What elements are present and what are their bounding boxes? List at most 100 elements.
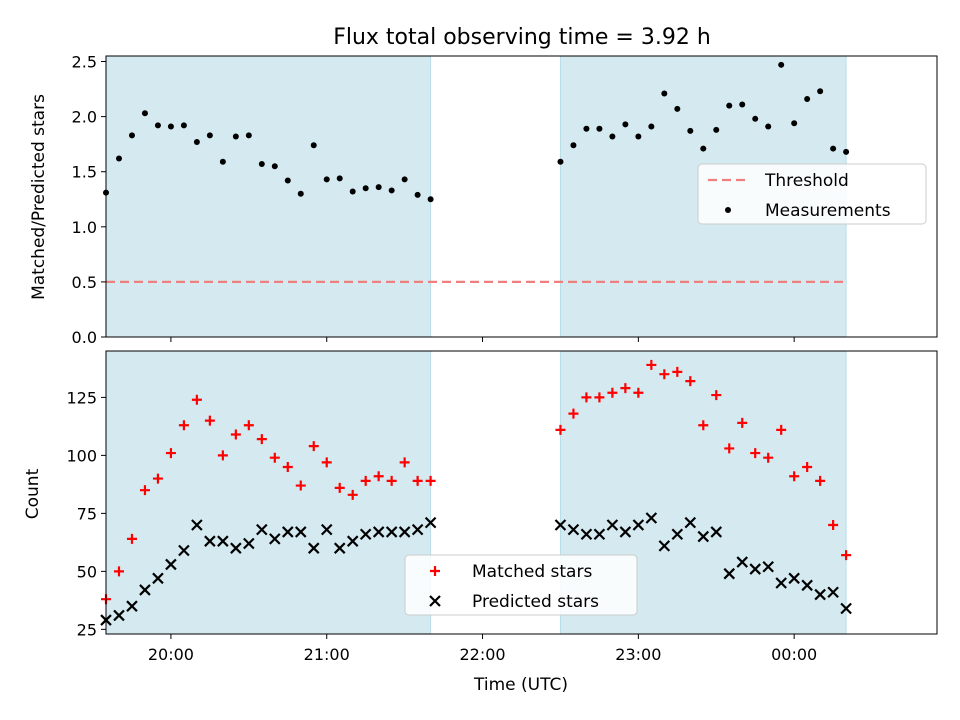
- measurement-point: [778, 61, 785, 68]
- predicted-star-point: [346, 535, 359, 547]
- y-tick-label: 2.0: [72, 108, 97, 127]
- matched-star-point: [373, 471, 384, 482]
- legend-label: Measurements: [765, 201, 891, 221]
- predicted-star-point: [152, 572, 164, 585]
- measurement-point: [700, 145, 707, 152]
- y-tick-label: 0.0: [72, 328, 97, 347]
- predicted-star-point: [554, 519, 567, 531]
- predicted-star-point: [736, 556, 749, 568]
- predicted-star-point: [424, 516, 437, 529]
- matched-star-point: [217, 450, 228, 461]
- measurement-point: [323, 176, 330, 183]
- legend-predicted-swatch: [429, 595, 441, 607]
- predicted-star-point: [827, 586, 839, 599]
- measurement-point: [310, 142, 317, 149]
- matched-star-point: [282, 461, 293, 472]
- measurement-point: [843, 148, 850, 155]
- measurement-point: [635, 133, 642, 140]
- measurement-point: [401, 176, 408, 183]
- predicted-star-point: [762, 560, 774, 573]
- x-tick-label: 20:00: [148, 645, 194, 664]
- predicted-star-point: [632, 519, 645, 531]
- legend-box: [697, 163, 927, 225]
- matched-star-point: [412, 475, 423, 486]
- chart-title: Flux total observing time = 3.92 h: [333, 25, 711, 50]
- y-tick-label: 1.0: [72, 218, 97, 237]
- matched-star-point: [334, 482, 345, 493]
- predicted-star-point: [749, 563, 761, 575]
- legend-matched-swatch: [430, 566, 440, 576]
- matched-star-point: [295, 480, 306, 491]
- matched-star-point: [321, 457, 332, 468]
- matched-star-point: [776, 424, 787, 435]
- measurement-point: [817, 88, 824, 95]
- legend-label: Predicted stars: [472, 592, 599, 612]
- measurement-point: [297, 190, 304, 197]
- x-tick-label: 23:00: [615, 645, 661, 664]
- matched-star-point: [698, 420, 709, 431]
- matched-star-point: [308, 441, 319, 452]
- measurement-point: [336, 175, 343, 182]
- predicted-star-point: [619, 526, 632, 538]
- matched-star-point: [386, 475, 397, 486]
- measurement-point: [245, 132, 252, 139]
- measurement-point: [115, 155, 122, 162]
- measurement-point: [232, 133, 239, 140]
- matched-star-point: [737, 417, 748, 428]
- predicted-star-point: [775, 577, 787, 589]
- measurement-point: [219, 158, 226, 165]
- predicted-star-point: [178, 544, 190, 557]
- predicted-star-point: [645, 512, 658, 524]
- bottom-panel-counts: 25 50 75 100 125 20:00 21:00 22:00 23:00 00:00 Mat…: [66, 350, 938, 664]
- matched-star-point: [594, 392, 605, 403]
- predicted-star-point: [359, 528, 372, 541]
- predicted-star-point: [282, 526, 294, 538]
- matched-star-point: [711, 390, 722, 401]
- measurement-point: [258, 160, 265, 167]
- measurement-point: [427, 196, 434, 203]
- measurement-point: [271, 163, 278, 170]
- predicted-star-point: [191, 519, 203, 531]
- predicted-star-point: [840, 602, 852, 615]
- measurement-point: [830, 145, 837, 152]
- matched-star-point: [841, 550, 852, 561]
- predicted-star-point: [385, 526, 398, 538]
- predicted-star-point: [788, 572, 800, 585]
- legend-box: [404, 554, 638, 616]
- predicted-star-point: [580, 528, 593, 541]
- matched-star-point: [581, 392, 592, 403]
- predicted-star-point: [230, 542, 242, 554]
- measurement-point: [661, 90, 668, 97]
- matched-star-point: [568, 408, 579, 419]
- y-tick-label: 0.5: [72, 273, 97, 292]
- measurement-point: [622, 121, 629, 128]
- predicted-star-point: [165, 558, 177, 571]
- predicted-star-point: [723, 567, 736, 580]
- measurement-point: [128, 132, 135, 139]
- matched-star-point: [230, 429, 241, 440]
- y-tick-label: 100: [66, 446, 97, 465]
- y-tick-label: 1.5: [72, 163, 97, 182]
- matched-star-point: [750, 448, 761, 459]
- predicted-star-point: [398, 526, 411, 538]
- measurement-point: [596, 125, 603, 132]
- measurement-point: [583, 125, 590, 132]
- x-tick-label: 22:00: [459, 645, 505, 664]
- predicted-star-point: [243, 537, 255, 550]
- matched-star-point: [152, 473, 163, 484]
- measurement-point: [804, 95, 811, 102]
- measurement-point: [557, 158, 564, 165]
- y-tick-label: 25: [77, 620, 97, 639]
- matched-star-point: [347, 489, 358, 500]
- x-tick-label: 00:00: [771, 645, 817, 664]
- measurement-point: [609, 133, 616, 140]
- matched-star-point: [763, 452, 774, 463]
- predicted-star-point: [204, 535, 216, 547]
- matched-star-point: [802, 461, 813, 472]
- measurement-point: [674, 105, 681, 112]
- predicted-star-point: [269, 533, 281, 545]
- legend-label: Matched stars: [472, 562, 592, 582]
- measurement-point: [765, 123, 772, 130]
- measurement-point: [206, 132, 213, 139]
- predicted-star-point: [411, 523, 424, 536]
